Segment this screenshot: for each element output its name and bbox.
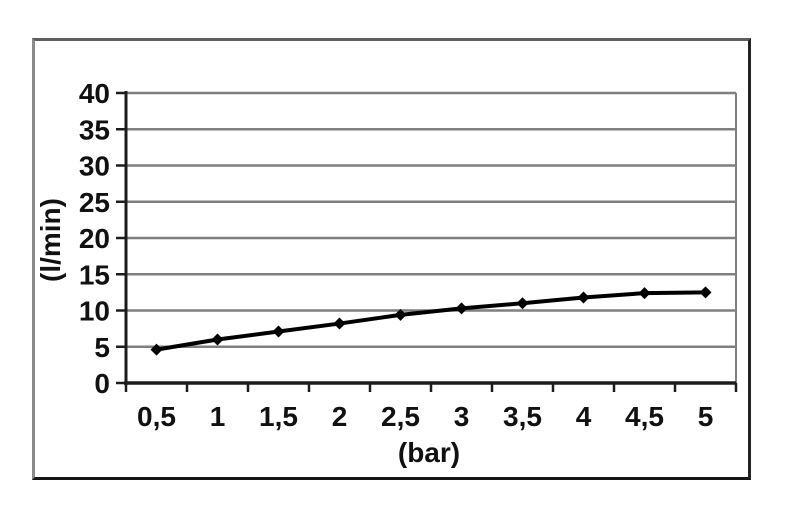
y-axis-title: (l/min) — [35, 198, 66, 282]
x-tick-label: 1 — [210, 401, 226, 432]
chart-frame — [32, 38, 751, 480]
y-tick-label: 15 — [79, 259, 110, 290]
data-point-marker — [455, 302, 468, 315]
x-tick-label: 0,5 — [137, 401, 176, 432]
y-tick-label: 5 — [94, 332, 110, 363]
y-tick-label: 30 — [79, 151, 110, 182]
data-point-marker — [394, 308, 407, 321]
y-tick-label: 20 — [79, 223, 110, 254]
x-axis-title: (bar) — [398, 437, 460, 468]
x-tick-label: 1,5 — [259, 401, 298, 432]
x-tick-label: 4 — [576, 401, 592, 432]
y-tick-label: 35 — [79, 114, 110, 145]
data-point-marker — [211, 333, 224, 346]
y-tick-label: 0 — [94, 368, 110, 399]
data-point-marker — [516, 297, 529, 310]
data-point-marker — [577, 291, 590, 304]
tick-labels: 0 5 10 15 20 25 30 35 40 0,5 1 1,5 2 2,5 3 3,5 4 4,5 5 — [79, 78, 713, 432]
data-point-marker — [333, 317, 346, 330]
data-point-marker — [638, 287, 651, 300]
data-line — [154, 290, 708, 352]
y-tick-label: 25 — [79, 187, 110, 218]
x-tick-label: 2 — [332, 401, 348, 432]
x-tick-label: 3 — [454, 401, 470, 432]
axes — [116, 91, 738, 392]
data-series — [150, 286, 712, 356]
y-tick-label: 10 — [79, 296, 110, 327]
x-tick-label: 2,5 — [381, 401, 420, 432]
x-tick-label: 4,5 — [625, 401, 664, 432]
data-point-marker — [272, 325, 285, 338]
data-point-marker — [699, 286, 712, 299]
data-point-marker — [150, 343, 163, 356]
x-tick-label: 5 — [698, 401, 714, 432]
x-tick-label: 3,5 — [503, 401, 542, 432]
y-tick-label: 40 — [79, 78, 110, 109]
